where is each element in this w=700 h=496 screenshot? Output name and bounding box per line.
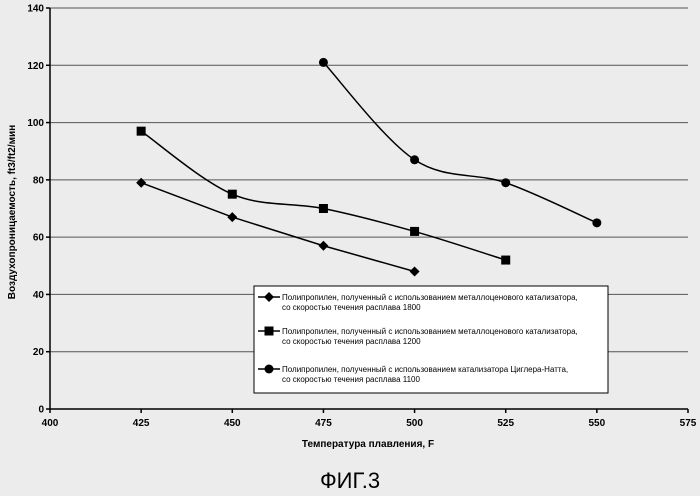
- series-line: [141, 183, 414, 272]
- data-point: [136, 178, 146, 188]
- legend-label: со скоростью течения расплава 1200: [282, 337, 421, 346]
- y-tick-label: 140: [27, 4, 44, 15]
- y-tick-label: 80: [33, 175, 45, 186]
- legend-marker: [265, 365, 274, 374]
- data-point: [501, 178, 510, 187]
- x-tick-label: 475: [315, 418, 332, 429]
- legend: Полипропилен, полученный с использование…: [254, 286, 608, 393]
- x-tick-label: 525: [497, 418, 514, 429]
- series-3: [319, 58, 601, 227]
- series-line: [323, 62, 596, 222]
- x-tick-label: 450: [224, 418, 241, 429]
- x-tick-label: 550: [589, 418, 606, 429]
- x-tick-label: 425: [133, 418, 150, 429]
- data-point: [319, 58, 328, 67]
- legend-label: со скоростью течения расплава 1800: [282, 303, 421, 312]
- y-tick-label: 40: [33, 290, 45, 301]
- data-point: [318, 241, 328, 251]
- x-tick-label: 575: [680, 418, 697, 429]
- y-tick-label: 120: [27, 61, 44, 72]
- legend-label: со скоростью течения расплава 1100: [282, 375, 421, 384]
- y-tick-label: 100: [27, 118, 44, 129]
- legend-marker: [265, 327, 274, 336]
- data-point: [410, 227, 419, 236]
- legend-label: Полипропилен, полученный с использование…: [282, 293, 578, 302]
- data-point: [501, 256, 510, 265]
- data-point: [410, 155, 419, 164]
- y-axis-title: Воздухопроницаемость, ft3/ft2/мин: [7, 125, 18, 299]
- data-point: [319, 204, 328, 213]
- data-point: [228, 190, 237, 199]
- y-tick-label: 20: [33, 347, 45, 358]
- figure-caption: ФИГ.3: [320, 468, 380, 493]
- data-point: [592, 218, 601, 227]
- legend-label: Полипропилен, полученный с использование…: [282, 327, 578, 336]
- series: [136, 58, 601, 277]
- x-tick-label: 500: [406, 418, 423, 429]
- legend-label: Полипропилен, полученный с использование…: [282, 365, 568, 374]
- series-1: [136, 178, 419, 277]
- data-point: [137, 127, 146, 136]
- data-point: [227, 212, 237, 222]
- data-point: [410, 267, 420, 277]
- x-tick-label: 400: [42, 418, 59, 429]
- x-axis-title: Температура плавления, F: [302, 439, 434, 450]
- y-tick-label: 0: [38, 405, 44, 416]
- y-tick-label: 60: [33, 233, 45, 244]
- series-line: [141, 131, 506, 260]
